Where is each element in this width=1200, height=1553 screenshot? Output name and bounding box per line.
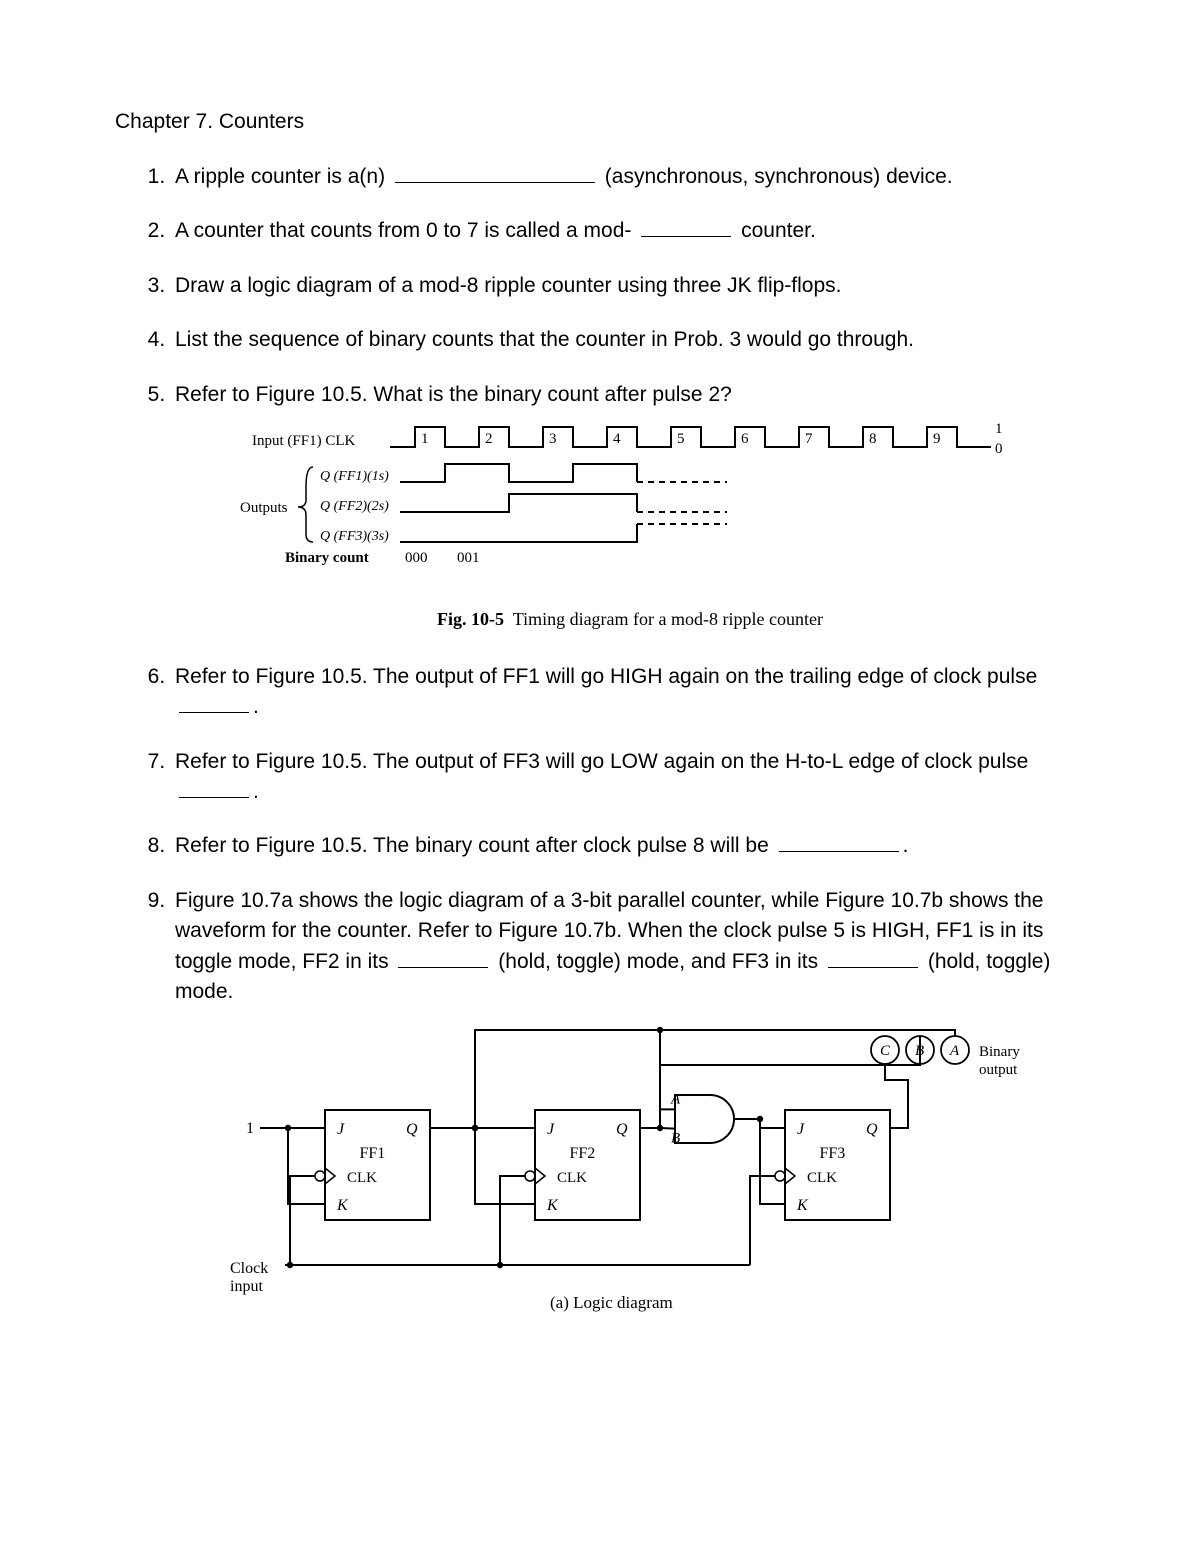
svg-text:0: 0 bbox=[995, 441, 1003, 457]
figure-10-7a: J Q FF1 CLK K J Q FF2 CLK K J Q FF3 CLK K 1 Clockinput A B… bbox=[175, 1020, 1085, 1324]
q2-text-b: counter. bbox=[741, 219, 816, 242]
q6-text-b: . bbox=[253, 695, 259, 718]
svg-text:J: J bbox=[547, 1121, 555, 1138]
svg-text:B: B bbox=[915, 1043, 924, 1059]
question-5: Refer to Figure 10.5. What is the binary… bbox=[171, 380, 1085, 632]
blank bbox=[179, 693, 249, 713]
question-6: Refer to Figure 10.5. The output of FF1 … bbox=[171, 662, 1085, 723]
svg-text:4: 4 bbox=[613, 431, 621, 447]
svg-text:CLK: CLK bbox=[807, 1170, 837, 1186]
svg-text:J: J bbox=[797, 1121, 805, 1138]
blank bbox=[828, 948, 918, 968]
figure-10-5: 12345678910Input (FF1) CLKQ (FF1)(1s)Q (… bbox=[175, 422, 1085, 632]
fig105-caption-rest: Timing diagram for a mod-8 ripple counte… bbox=[513, 609, 823, 629]
svg-text:2: 2 bbox=[485, 431, 493, 447]
svg-text:output: output bbox=[979, 1062, 1018, 1078]
svg-text:CLK: CLK bbox=[557, 1170, 587, 1186]
chapter-title: Chapter 7. Counters bbox=[115, 110, 1085, 134]
svg-text:Q (FF2)(2s): Q (FF2)(2s) bbox=[320, 499, 389, 514]
svg-text:Clock: Clock bbox=[230, 1260, 268, 1277]
figure-10-5-caption: Fig. 10-5 Timing diagram for a mod-8 rip… bbox=[175, 606, 1085, 632]
q7-text-b: . bbox=[253, 780, 259, 803]
svg-text:3: 3 bbox=[549, 431, 557, 447]
svg-text:Binary count: Binary count bbox=[285, 550, 369, 566]
question-8: Refer to Figure 10.5. The binary count a… bbox=[171, 831, 1085, 861]
svg-text:001: 001 bbox=[457, 550, 480, 566]
svg-text:(a) Logic diagram: (a) Logic diagram bbox=[550, 1293, 673, 1312]
svg-text:6: 6 bbox=[741, 431, 749, 447]
blank bbox=[398, 948, 488, 968]
q1-text-b: (asynchronous, synchronous) device. bbox=[605, 165, 953, 188]
blank bbox=[395, 163, 595, 183]
q7-text-a: Refer to Figure 10.5. The output of FF3 … bbox=[175, 750, 1028, 773]
svg-text:FF2: FF2 bbox=[570, 1145, 596, 1162]
blank bbox=[779, 833, 899, 853]
svg-text:1: 1 bbox=[421, 431, 429, 447]
svg-text:1: 1 bbox=[246, 1120, 254, 1137]
q3-text: Draw a logic diagram of a mod-8 ripple c… bbox=[175, 274, 841, 297]
svg-text:K: K bbox=[546, 1197, 559, 1214]
q5-text: Refer to Figure 10.5. What is the binary… bbox=[175, 383, 732, 406]
svg-text:input: input bbox=[230, 1278, 263, 1295]
svg-text:Q (FF1)(1s): Q (FF1)(1s) bbox=[320, 469, 389, 484]
question-list: A ripple counter is a(n) (asynchronous, … bbox=[115, 162, 1085, 1324]
svg-text:Q (FF3)(3s): Q (FF3)(3s) bbox=[320, 529, 389, 544]
svg-text:K: K bbox=[796, 1197, 809, 1214]
svg-text:000: 000 bbox=[405, 550, 428, 566]
svg-text:K: K bbox=[336, 1197, 349, 1214]
question-7: Refer to Figure 10.5. The output of FF3 … bbox=[171, 747, 1085, 808]
question-4: List the sequence of binary counts that … bbox=[171, 325, 1085, 355]
fig105-caption-bold: Fig. 10-5 bbox=[437, 609, 504, 629]
q9-text-b: (hold, toggle) mode, and FF3 in its bbox=[498, 950, 818, 973]
svg-text:Q: Q bbox=[866, 1121, 878, 1138]
svg-text:1: 1 bbox=[995, 422, 1003, 437]
q1-text-a: A ripple counter is a(n) bbox=[175, 165, 385, 188]
svg-text:8: 8 bbox=[869, 431, 877, 447]
svg-text:Q: Q bbox=[406, 1121, 418, 1138]
svg-text:Input (FF1) CLK: Input (FF1) CLK bbox=[252, 433, 356, 449]
q2-text-a: A counter that counts from 0 to 7 is cal… bbox=[175, 219, 631, 242]
q8-text-a: Refer to Figure 10.5. The binary count a… bbox=[175, 834, 769, 857]
svg-text:FF1: FF1 bbox=[360, 1145, 386, 1162]
q8-text-b: . bbox=[903, 834, 909, 857]
blank bbox=[641, 218, 731, 238]
timing-diagram: 12345678910Input (FF1) CLKQ (FF1)(1s)Q (… bbox=[240, 422, 1020, 582]
question-3: Draw a logic diagram of a mod-8 ripple c… bbox=[171, 271, 1085, 301]
svg-text:CLK: CLK bbox=[347, 1170, 377, 1186]
svg-text:C: C bbox=[880, 1043, 891, 1059]
q4-text: List the sequence of binary counts that … bbox=[175, 328, 914, 351]
svg-text:A: A bbox=[949, 1043, 960, 1059]
logic-diagram: J Q FF1 CLK K J Q FF2 CLK K J Q FF3 CLK K 1 Clockinput A B… bbox=[220, 1020, 1040, 1315]
svg-text:7: 7 bbox=[805, 431, 813, 447]
question-1: A ripple counter is a(n) (asynchronous, … bbox=[171, 162, 1085, 192]
question-9: Figure 10.7a shows the logic diagram of … bbox=[171, 886, 1085, 1324]
svg-text:5: 5 bbox=[677, 431, 685, 447]
svg-text:9: 9 bbox=[933, 431, 941, 447]
svg-text:Binary: Binary bbox=[979, 1044, 1020, 1060]
blank bbox=[179, 778, 249, 798]
svg-text:Q: Q bbox=[616, 1121, 628, 1138]
svg-text:Outputs: Outputs bbox=[240, 500, 288, 516]
question-2: A counter that counts from 0 to 7 is cal… bbox=[171, 216, 1085, 246]
svg-text:J: J bbox=[337, 1121, 345, 1138]
svg-text:FF3: FF3 bbox=[820, 1145, 846, 1162]
q6-text-a: Refer to Figure 10.5. The output of FF1 … bbox=[175, 665, 1037, 688]
